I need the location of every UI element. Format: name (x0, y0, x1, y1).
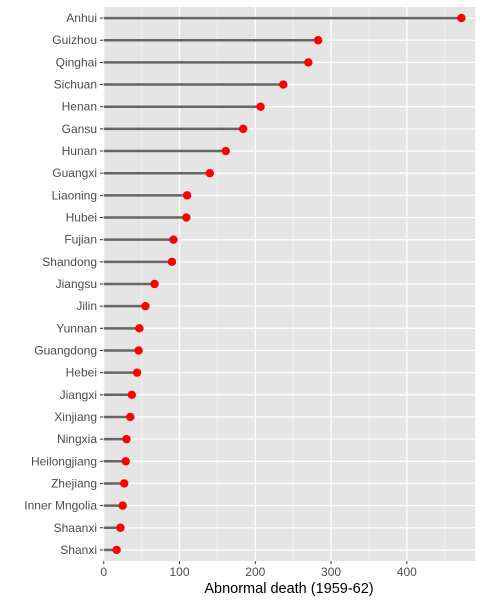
x-axis: 0 100 200 300 400 (100, 561, 417, 579)
y-tick-label: Henan (62, 100, 97, 114)
point-sichuan (279, 80, 288, 89)
point-hebei (132, 368, 142, 377)
y-tick-label: Hubei (66, 211, 97, 225)
x-tick-label: 400 (397, 565, 417, 579)
point-zhejiang (120, 479, 129, 488)
y-tick-label: Xinjiang (54, 410, 97, 424)
point-jiangsu (150, 279, 159, 289)
y-tick-label: Heilongjiang (31, 454, 97, 468)
y-tick-label: Shanxi (60, 543, 97, 557)
point-qinghai (304, 58, 313, 67)
y-tick-label: Zhejiang (51, 476, 97, 490)
point-ningxia (122, 434, 131, 444)
y-tick-label: Hunan (62, 144, 97, 158)
point-jilin (141, 301, 150, 311)
y-tick-label: Guangdong (34, 343, 97, 357)
y-tick-label: Gansu (62, 122, 97, 136)
x-tick-label: 300 (321, 565, 341, 579)
point-hubei (182, 213, 191, 222)
y-tick-label: Jiangxi (60, 388, 97, 402)
x-tick-label: 0 (100, 565, 107, 579)
x-axis-title: Abnormal death (1959-62) (204, 581, 373, 597)
y-tick-label: Anhui (66, 11, 97, 25)
point-hunan (221, 146, 230, 156)
y-tick-label: Guizhou (52, 33, 97, 47)
point-fujian (169, 235, 178, 244)
point-guangxi (205, 169, 215, 178)
y-tick-label: Qinghai (56, 55, 97, 69)
y-tick-label: Shaanxi (54, 521, 97, 535)
x-tick-label: 100 (170, 565, 190, 579)
point-gansu (238, 124, 248, 134)
point-jiangxi (127, 390, 136, 399)
y-tick-label: Sichuan (54, 78, 97, 92)
y-tick-label: Ningxia (57, 432, 97, 446)
point-heilongjiang (121, 457, 130, 466)
point-guizhou (313, 36, 323, 45)
y-axis: Anhui Guizhou Qinghai Sichuan Henan Gansu Huna… (24, 11, 103, 557)
points (112, 13, 466, 555)
y-tick-label: Hebei (66, 366, 97, 380)
point-shandong (167, 257, 177, 267)
y-tick-label: Liaoning (52, 188, 97, 202)
y-tick-label: Guangxi (52, 166, 97, 180)
point-anhui (457, 13, 466, 23)
point-inner-mngolia (118, 501, 127, 510)
point-henan (256, 102, 265, 111)
y-tick-label: Fujian (64, 233, 97, 247)
stems (103, 16, 462, 552)
y-tick-label: Jilin (76, 299, 97, 313)
y-tick-label: Yunnan (56, 321, 97, 335)
point-xinjiang (126, 412, 135, 422)
point-yunnan (135, 324, 144, 333)
point-guangdong (134, 346, 143, 355)
y-tick-label: Jiangsu (56, 277, 97, 291)
point-shanxi (112, 545, 121, 555)
point-shaanxi (116, 523, 125, 532)
point-liaoning (182, 191, 192, 200)
x-tick-label: 200 (245, 565, 265, 579)
y-tick-label: Inner Mngolia (24, 499, 97, 513)
y-tick-label: Shandong (42, 255, 97, 269)
